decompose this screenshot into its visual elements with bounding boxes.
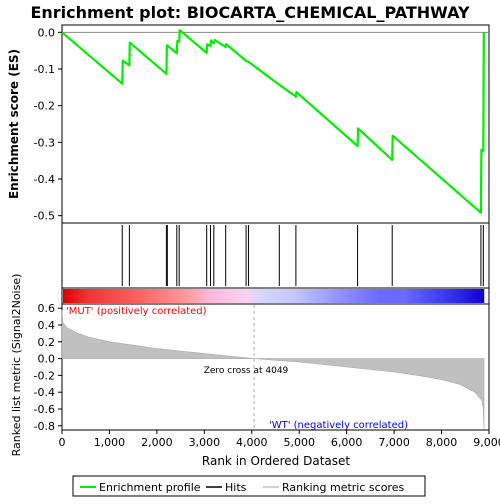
rank-ytick-label-0: 0.6 xyxy=(38,302,56,315)
axes-layer: 0.0 -0.1 -0.2 -0.3 -0.4 -0.5 0.6 0.4 0.2 0.0 -0.2 -… xyxy=(34,26,500,449)
legend-enrichment-profile: Enrichment profile xyxy=(99,481,201,494)
ranking-heatmap-bar xyxy=(63,289,485,303)
zero-cross-label: Zero cross at 4049 xyxy=(204,366,289,376)
xtick-label-3: 3,000 xyxy=(189,436,221,449)
xtick-label-1: 1,000 xyxy=(94,436,126,449)
es-ytick-label-3: -0.3 xyxy=(34,136,55,149)
negative-correlation-label: 'WT' (negatively correlated) xyxy=(269,420,408,431)
rank-ytick-label-6: -0.6 xyxy=(34,403,55,416)
rank-ytick-label-2: 0.2 xyxy=(38,336,56,349)
xtick-label-2: 2,000 xyxy=(141,436,173,449)
xtick-label-5: 5,000 xyxy=(283,436,315,449)
xtick-label-0: 0 xyxy=(59,436,66,449)
x-axis-label: Rank in Ordered Dataset xyxy=(202,454,350,468)
enrichment-profile-line xyxy=(61,29,485,214)
xtick-label-7: 7,000 xyxy=(378,436,410,449)
xtick-label-6: 6,000 xyxy=(331,436,363,449)
plot-title: Enrichment plot: BIOCARTA_CHEMICAL_PATHW… xyxy=(30,3,470,22)
legend-hits: Hits xyxy=(225,481,247,494)
es-ytick-label-5: -0.5 xyxy=(34,210,55,223)
rank-ytick-label-3: 0.0 xyxy=(38,353,56,366)
es-axis-label: Enrichment score (ES) xyxy=(7,49,21,199)
positive-correlation-label: 'MUT' (positively correlated) xyxy=(66,306,207,317)
heatmap-layer xyxy=(63,289,485,303)
es-layer xyxy=(61,29,489,214)
ranking-panel-frame xyxy=(61,303,490,431)
legend-box xyxy=(72,475,426,497)
ranking-metric-area xyxy=(61,309,485,430)
xtick-label-8: 8,000 xyxy=(426,436,458,449)
es-ytick-label-0: 0.0 xyxy=(38,26,56,39)
es-ytick-label-1: -0.1 xyxy=(34,63,55,76)
rank-ytick-label-4: -0.2 xyxy=(34,369,55,382)
rank-layer xyxy=(61,305,485,430)
rank-ytick-label-7: -0.8 xyxy=(34,420,55,433)
legend-ranking-metric-scores: Ranking metric scores xyxy=(282,481,404,494)
hits-layer xyxy=(121,225,484,286)
es-ytick-label-2: -0.2 xyxy=(34,100,55,113)
xtick-label-4: 4,000 xyxy=(236,436,268,449)
xtick-label-9: 9,000 xyxy=(473,436,500,449)
ranking-axis-label: Ranked list metric (Signal2Noise) xyxy=(10,274,23,457)
rank-ytick-label-5: -0.4 xyxy=(34,386,55,399)
es-ytick-label-4: -0.4 xyxy=(34,173,55,186)
rank-ytick-label-1: 0.4 xyxy=(38,319,56,332)
